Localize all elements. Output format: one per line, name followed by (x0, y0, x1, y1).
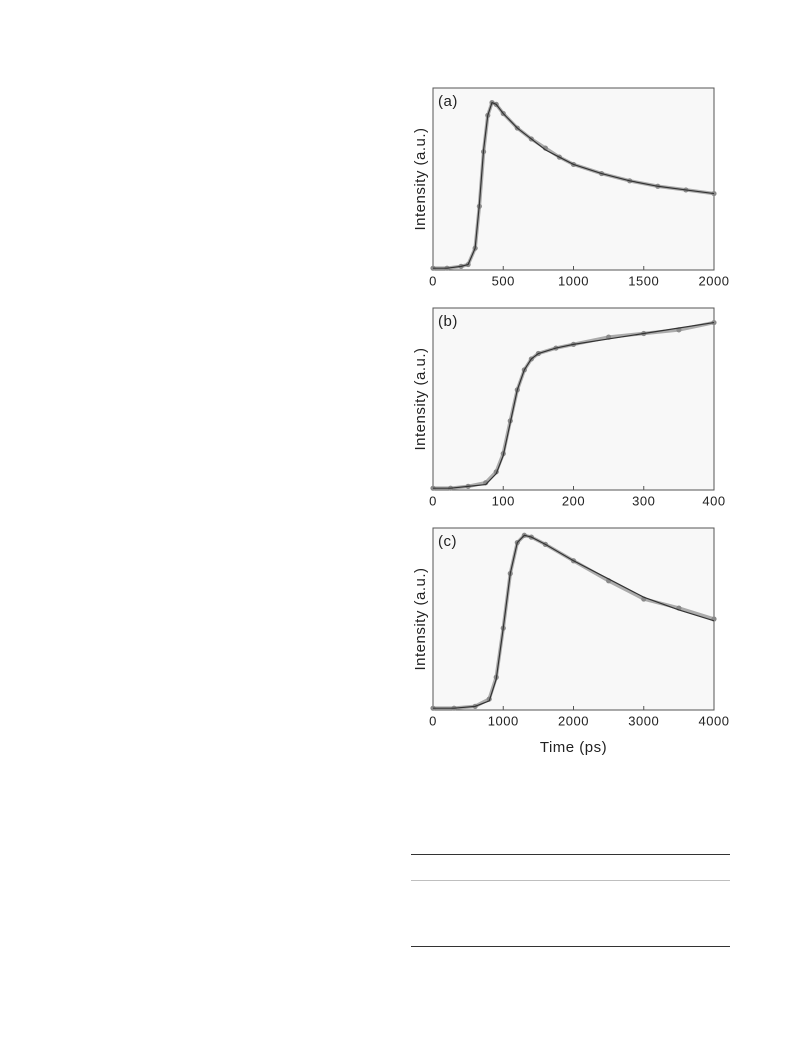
panel-label: (c) (438, 533, 457, 550)
panel-label: (a) (438, 93, 458, 110)
x-tick-label: 200 (562, 493, 585, 508)
x-tick-label: 2000 (558, 713, 589, 728)
plot-area (432, 527, 715, 711)
x-tick-label: 0 (429, 273, 437, 288)
plot-area (432, 307, 715, 491)
y-axis-label: Intensity (a.u.) (412, 347, 429, 450)
fit-line (433, 101, 715, 269)
x-tick-label: 0 (429, 713, 437, 728)
x-tick-label: 100 (492, 493, 515, 508)
x-tick-label: 2000 (699, 273, 730, 288)
x-tick-label: 1000 (488, 713, 519, 728)
y-axis-label: Intensity (a.u.) (412, 567, 429, 670)
x-tick-label: 500 (492, 273, 515, 288)
x-tick-label: 3000 (628, 713, 659, 728)
fit-line (433, 534, 715, 709)
y-axis-label: Intensity (a.u.) (412, 127, 429, 230)
fit-line (433, 321, 715, 489)
x-tick-label: 4000 (699, 713, 730, 728)
x-axis-label: Time (ps) (540, 739, 607, 756)
panel-label: (b) (438, 313, 458, 330)
x-tick-label: 0 (429, 493, 437, 508)
x-tick-label: 400 (702, 493, 725, 508)
x-tick-label: 1500 (628, 273, 659, 288)
x-tick-label: 1000 (558, 273, 589, 288)
x-tick-label: 300 (632, 493, 655, 508)
